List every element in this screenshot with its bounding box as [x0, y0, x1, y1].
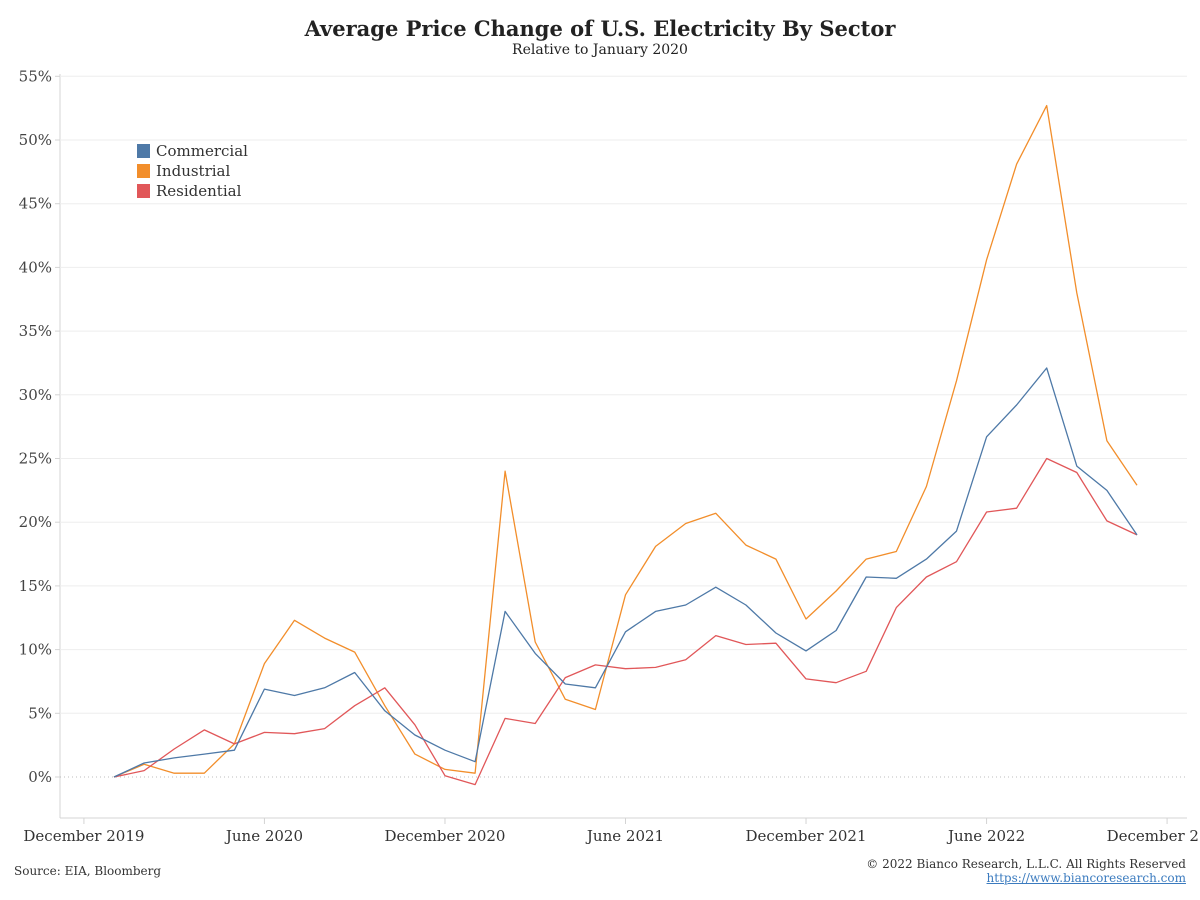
- y-tick-label: 40%: [19, 258, 52, 276]
- series-line-residential: [113, 457, 1138, 786]
- legend-label-commercial: Commercial: [156, 142, 248, 160]
- legend-swatch-commercial: [137, 144, 150, 158]
- x-tick-label: December 2022: [1107, 827, 1200, 845]
- x-tick-label: December 2019: [23, 827, 144, 845]
- x-tick-label: June 2021: [585, 827, 664, 845]
- legend-swatch-residential: [137, 184, 150, 198]
- gridlines: [59, 74, 1187, 819]
- copyright-text: © 2022 Bianco Research, L.L.C. All Right…: [866, 857, 1186, 871]
- source-note: Source: EIA, Bloomberg: [14, 864, 162, 878]
- chart-title: Average Price Change of U.S. Electricity…: [304, 16, 896, 41]
- y-tick-label: 0%: [28, 768, 52, 786]
- y-tick-label: 15%: [19, 577, 52, 595]
- y-tick-label: 50%: [19, 131, 52, 149]
- y-tick-label: 25%: [19, 450, 52, 468]
- y-tick-label: 10%: [19, 641, 52, 659]
- series-line-commercial: [113, 367, 1138, 778]
- website-link[interactable]: https://www.biancoresearch.com: [986, 871, 1186, 885]
- y-tick-label: 30%: [19, 386, 52, 404]
- y-tick-label: 55%: [19, 67, 52, 85]
- y-tick-label: 45%: [19, 195, 52, 213]
- x-tick-label: December 2020: [384, 827, 505, 845]
- legend-swatch-industrial: [137, 164, 150, 178]
- legend-label-residential: Residential: [156, 182, 242, 200]
- x-tick-label: June 2020: [224, 827, 303, 845]
- legend: Commercial Industrial Residential: [137, 142, 248, 200]
- y-tick-label: 20%: [19, 513, 52, 531]
- series-line-industrial: [113, 104, 1138, 778]
- copyright-block: © 2022 Bianco Research, L.L.C. All Right…: [866, 857, 1186, 885]
- chart-subtitle: Relative to January 2020: [512, 42, 688, 58]
- x-tick-label: December 2021: [746, 827, 867, 845]
- series-lines: [113, 104, 1138, 786]
- x-axis-ticks: December 2019 June 2020 December 2020 June …: [23, 818, 1200, 845]
- x-tick-label: June 2022: [946, 827, 1025, 845]
- legend-label-industrial: Industrial: [156, 162, 230, 180]
- y-axis-ticks: 0% 5% 10% 15% 20% 25% 30% 35% 40% 45% 50% 55%: [19, 67, 60, 786]
- y-tick-label: 35%: [19, 322, 52, 340]
- y-tick-label: 5%: [28, 704, 52, 722]
